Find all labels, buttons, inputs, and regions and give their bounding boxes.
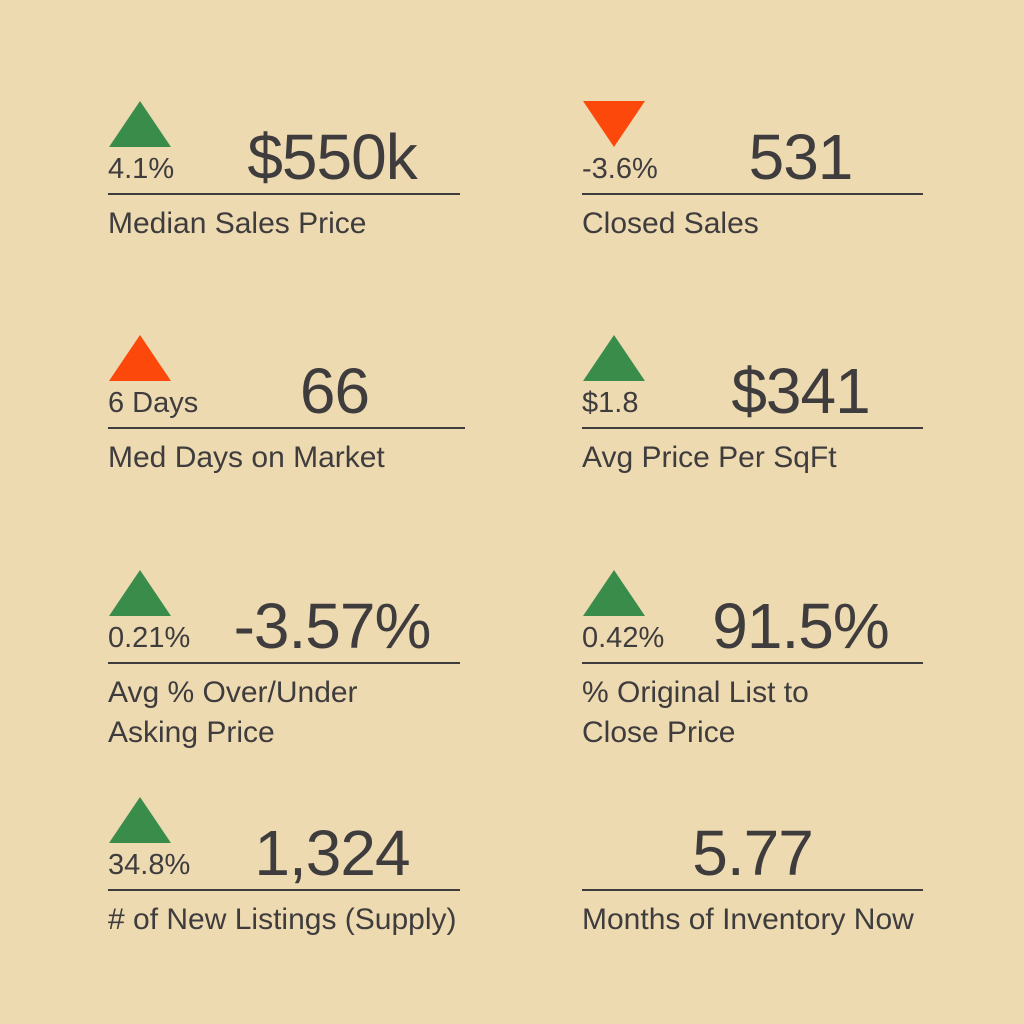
metric-label: Closed Sales xyxy=(582,204,923,244)
metric-value: 1,324 xyxy=(254,817,410,889)
metric-label-line: Closed Sales xyxy=(582,207,759,240)
metric-tile-top: 0.21% -3.57% xyxy=(108,566,460,658)
up-trend-icon xyxy=(583,569,645,616)
up-trend-icon xyxy=(109,569,171,616)
metric-value: $550k xyxy=(247,121,417,193)
metric-tile-top: 0.42% 91.5% xyxy=(582,566,923,658)
metric-tile-top: 6 Days 66 xyxy=(108,331,465,423)
metric-label-line: # of New Listings (Supply) xyxy=(108,903,457,936)
metric-tile-top: -3.6% 531 xyxy=(582,97,923,189)
metric-tile-new-listings-supply: 34.8% 1,324 # of New Listings (Supply) xyxy=(108,793,460,940)
metric-tile-original-list-to-close-price: 0.42% 91.5% % Original List to Close Pri… xyxy=(582,566,923,752)
metric-tile-top: $1.8 $341 xyxy=(582,331,923,423)
metric-label-line: Close Price xyxy=(582,715,736,749)
metric-label-line: Median Sales Price xyxy=(108,207,367,240)
metric-change: -3.6% xyxy=(582,152,658,185)
trend-indicator: 4.1% xyxy=(108,100,204,186)
trend-indicator: 0.21% xyxy=(108,569,204,655)
up-trend-icon xyxy=(109,334,171,381)
metric-value: $341 xyxy=(731,355,870,427)
metric-value: 91.5% xyxy=(712,590,889,662)
metric-label: Avg % Over/Under Asking Price xyxy=(108,673,460,752)
up-trend-icon xyxy=(583,334,645,381)
metric-value: -3.57% xyxy=(233,590,432,662)
metric-tile-top: 5.77 xyxy=(582,793,923,885)
divider-line xyxy=(108,662,460,664)
metric-change: 6 Days xyxy=(108,386,199,419)
metric-label-line: Avg % Over/Under xyxy=(108,676,358,709)
metric-change: 4.1% xyxy=(108,152,175,185)
metric-label: # of New Listings (Supply) xyxy=(108,900,460,940)
metric-tile-closed-sales: -3.6% 531 Closed Sales xyxy=(582,97,923,244)
metric-label-line: Avg Price Per SqFt xyxy=(582,441,837,474)
metric-tile-avg-over-under-asking-price: 0.21% -3.57% Avg % Over/Under Asking Pri… xyxy=(108,566,460,752)
divider-line xyxy=(582,193,923,195)
down-trend-icon xyxy=(583,100,645,147)
metric-label: % Original List to Close Price xyxy=(582,673,923,752)
metric-label: Med Days on Market xyxy=(108,438,465,478)
divider-line xyxy=(582,662,923,664)
metric-change: 34.8% xyxy=(108,848,191,881)
metric-tile-median-sales-price: 4.1% $550k Median Sales Price xyxy=(108,97,460,244)
metric-value: 5.77 xyxy=(692,817,814,889)
divider-line xyxy=(582,889,923,891)
metric-value: 531 xyxy=(748,121,854,193)
up-trend-icon xyxy=(109,796,171,843)
trend-indicator: -3.6% xyxy=(582,100,678,186)
divider-line xyxy=(108,427,465,429)
divider-line xyxy=(108,193,460,195)
divider-line xyxy=(582,427,923,429)
metric-label-line: Med Days on Market xyxy=(108,441,385,474)
trend-indicator: 6 Days xyxy=(108,334,204,420)
metric-label-line: Asking Price xyxy=(108,715,275,749)
metric-change: 0.42% xyxy=(582,621,665,654)
metric-change: $1.8 xyxy=(582,386,639,419)
up-trend-icon xyxy=(109,100,171,147)
metric-tile-med-days-on-market: 6 Days 66 Med Days on Market xyxy=(108,331,465,478)
metric-tile-top: 34.8% 1,324 xyxy=(108,793,460,885)
metric-label: Median Sales Price xyxy=(108,204,460,244)
metric-label: Avg Price Per SqFt xyxy=(582,438,923,478)
metric-label-line: % Original List to xyxy=(582,676,809,709)
metric-value: 66 xyxy=(299,355,370,427)
trend-indicator: $1.8 xyxy=(582,334,678,420)
metric-tile-top: 4.1% $550k xyxy=(108,97,460,189)
metric-tile-avg-price-per-sqft: $1.8 $341 Avg Price Per SqFt xyxy=(582,331,923,478)
metric-label: Months of Inventory Now xyxy=(582,900,923,940)
metric-change: 0.21% xyxy=(108,621,191,654)
trend-indicator: 34.8% xyxy=(108,796,204,882)
trend-indicator: 0.42% xyxy=(582,569,678,655)
metric-label-line: Months of Inventory Now xyxy=(582,903,914,936)
divider-line xyxy=(108,889,460,891)
metric-tile-months-of-inventory-now: 5.77 Months of Inventory Now xyxy=(582,793,923,940)
